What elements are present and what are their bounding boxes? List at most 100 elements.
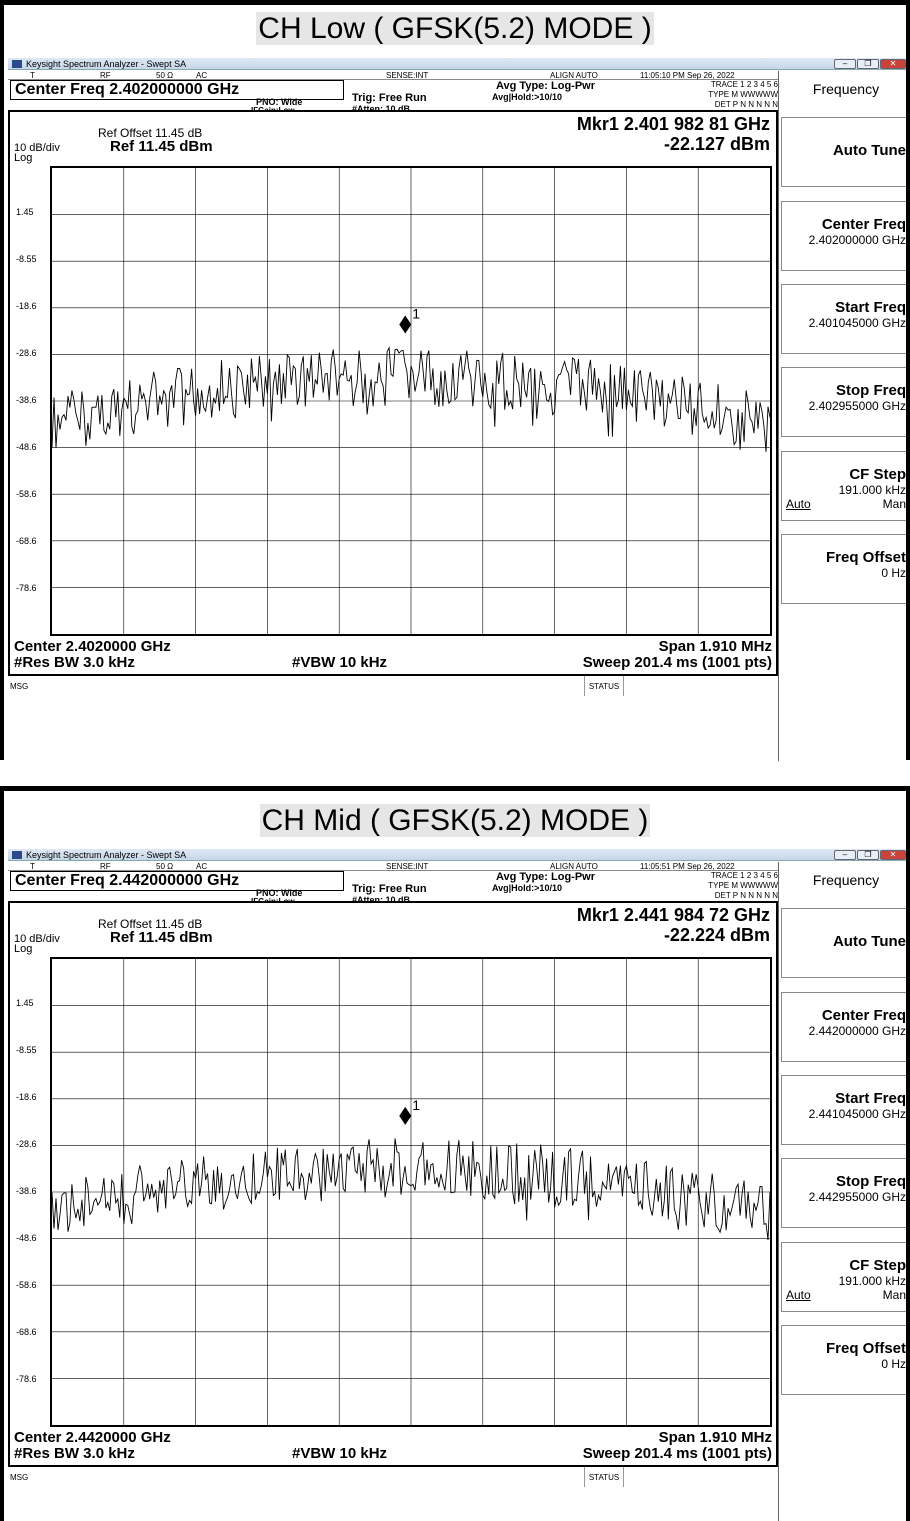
vbw-footer: #VBW 10 kHz — [292, 654, 388, 671]
softkey-auto-tune[interactable]: Auto Tune — [781, 117, 910, 187]
center-freq-field[interactable]: Center Freq 2.402000000 GHz — [10, 80, 344, 100]
atten-label: #Atten: 10 dB — [352, 104, 411, 114]
trace-graticule[interactable]: 1 — [50, 957, 772, 1427]
status-sense: SENSE:INT — [386, 71, 429, 80]
channel-heading: CH Mid ( GFSK(5.2) MODE ) — [0, 804, 910, 838]
msg-label: MSG — [10, 682, 29, 691]
y-tick-label: -38.6 — [16, 395, 37, 405]
softkey-cf-step-label: CF Step — [849, 466, 906, 483]
restore-icon[interactable]: ❐ — [857, 59, 879, 69]
minimize-icon[interactable]: – — [834, 59, 856, 69]
softkey-start-freq-value: 2.441045000 GHz — [808, 1107, 906, 1121]
softkey-stop-freq-label: Stop Freq — [836, 1173, 906, 1190]
trace-graticule[interactable]: 1 — [50, 166, 772, 636]
minimize-icon[interactable]: – — [834, 850, 856, 860]
window-controls: – ❐ ✕ — [834, 59, 906, 69]
trace-info: TRACE 1 2 3 4 5 6 TYPE M WWWWW DET P N N N… — [668, 80, 778, 110]
status-ohm: 50 Ω — [156, 71, 174, 80]
rbw-footer: #Res BW 3.0 kHz — [14, 1445, 135, 1462]
det-row: DET P N N N N N — [714, 891, 778, 900]
trace-info: TRACE 1 2 3 4 5 6 TYPE M WWWWW DET P N N N… — [668, 871, 778, 901]
status-label[interactable]: STATUS — [584, 676, 624, 696]
softkey-start-freq[interactable]: Start Freq 2.441045000 GHz — [781, 1075, 910, 1145]
marker-1-icon[interactable] — [399, 1106, 412, 1125]
marker-1-icon[interactable] — [399, 315, 412, 334]
status-align: ALIGN AUTO — [550, 71, 598, 80]
cf-step-auto-option[interactable]: Auto — [786, 497, 811, 511]
avg-hold-label: Avg|Hold:>10/10 — [492, 883, 562, 893]
vbw-footer: #VBW 10 kHz — [292, 1445, 388, 1462]
center-freq-field[interactable]: Center Freq 2.442000000 GHz — [10, 871, 344, 891]
y-tick-label: 1.45 — [16, 998, 34, 1008]
span-footer: Span 1.910 MHz — [658, 638, 772, 655]
rbw-footer: #Res BW 3.0 kHz — [14, 654, 135, 671]
softkey-center-freq[interactable]: Center Freq 2.442000000 GHz — [781, 992, 910, 1062]
softkey-freq-offset-label: Freq Offset — [825, 1340, 906, 1357]
trace-row: TRACE 1 2 3 4 5 6 — [710, 871, 778, 880]
softkey-freq-offset-value: 0 Hz — [881, 566, 906, 580]
restore-icon[interactable]: ❐ — [857, 850, 879, 860]
status-ohm: 50 Ω — [156, 862, 174, 871]
softkey-stop-freq-label: Stop Freq — [836, 382, 906, 399]
center-footer: Center 2.4020000 GHz — [14, 638, 171, 655]
cf-step-mode-row: Auto Man — [782, 497, 906, 511]
softkey-stop-freq[interactable]: Stop Freq 2.402955000 GHz — [781, 367, 910, 437]
y-tick-label: -58.6 — [16, 1280, 37, 1290]
channel-heading-text: CH Mid ( GFSK(5.2) MODE ) — [259, 804, 651, 837]
span-footer: Span 1.910 MHz — [658, 1429, 772, 1446]
marker-frequency: Mkr1 2.401 982 81 GHz — [576, 114, 770, 134]
softkey-stop-freq-value: 2.402955000 GHz — [808, 399, 906, 413]
y-tick-label: -8.55 — [16, 1045, 37, 1055]
softkey-start-freq[interactable]: Start Freq 2.401045000 GHz — [781, 284, 910, 354]
cf-step-man-option[interactable]: Man — [882, 497, 906, 511]
softkey-auto-tune[interactable]: Auto Tune — [781, 908, 910, 978]
y-tick-label: -28.6 — [16, 1139, 37, 1149]
softkey-freq-offset-value: 0 Hz — [881, 1357, 906, 1371]
top-rule — [0, 0, 910, 5]
y-tick-label: -8.55 — [16, 254, 37, 264]
avg-hold-label: Avg|Hold:>10/10 — [492, 92, 562, 102]
marker-1-label: 1 — [412, 305, 420, 321]
softkey-start-freq-value: 2.401045000 GHz — [808, 316, 906, 330]
y-tick-label: -58.6 — [16, 489, 37, 499]
ref-level-label: Ref 11.45 dBm — [110, 138, 213, 155]
softkey-center-freq-value: 2.402000000 GHz — [808, 233, 906, 247]
softkey-start-freq-label: Start Freq — [835, 1090, 906, 1107]
app-icon — [12, 60, 22, 68]
cf-step-man-option[interactable]: Man — [882, 1288, 906, 1302]
ref-level-label: Ref 11.45 dBm — [110, 929, 213, 946]
softkey-cf-step[interactable]: CF Step 191.000 kHz Auto Man — [781, 1242, 910, 1312]
close-icon[interactable]: ✕ — [880, 59, 906, 69]
close-icon[interactable]: ✕ — [880, 850, 906, 860]
status-time: 11:05:51 PM Sep 26, 2022 — [640, 862, 735, 871]
softkey-freq-offset[interactable]: Freq Offset 0 Hz — [781, 534, 910, 604]
softkey-center-freq[interactable]: Center Freq 2.402000000 GHz — [781, 201, 910, 271]
trace-1-line — [51, 346, 771, 452]
log-label: Log — [14, 943, 33, 955]
type-row: TYPE M WWWWW — [708, 90, 778, 99]
status-rf: RF — [100, 71, 111, 80]
trig-label: Trig: Free Run — [352, 883, 427, 895]
det-row: DET P N N N N N — [714, 100, 778, 109]
window-titlebar: Keysight Spectrum Analyzer - Swept SA – ❐ ✕ — [8, 58, 910, 70]
softkey-center-freq-value: 2.442000000 GHz — [808, 1024, 906, 1038]
status-t: T — [30, 862, 35, 871]
status-label[interactable]: STATUS — [584, 1467, 624, 1487]
app-icon — [12, 851, 22, 859]
trace-1-line — [51, 1138, 771, 1241]
ref-offset-label: Ref Offset 11.45 dB — [98, 917, 203, 931]
y-tick-label: -48.6 — [16, 1233, 37, 1243]
cf-step-auto-option[interactable]: Auto — [786, 1288, 811, 1302]
softkey-auto-tune-label: Auto Tune — [832, 142, 906, 159]
y-tick-label: -78.6 — [16, 583, 37, 593]
avg-type-label: Avg Type: Log-Pwr — [496, 871, 595, 883]
settings-header: Center Freq 2.402000000 GHz PNO: Wide IFGa… — [8, 80, 778, 115]
marker-amplitude: -22.127 dBm — [663, 134, 770, 154]
softkey-freq-offset[interactable]: Freq Offset 0 Hz — [781, 1325, 910, 1395]
softkey-panel: Frequency Auto Tune Center Freq 2.402000000… — [778, 71, 910, 761]
spectrum-plot: 1 — [51, 959, 771, 1425]
status-rf: RF — [100, 862, 111, 871]
pno-label: PNO: Wide — [256, 97, 303, 107]
softkey-stop-freq[interactable]: Stop Freq 2.442955000 GHz — [781, 1158, 910, 1228]
softkey-cf-step[interactable]: CF Step 191.000 kHz Auto Man — [781, 451, 910, 521]
